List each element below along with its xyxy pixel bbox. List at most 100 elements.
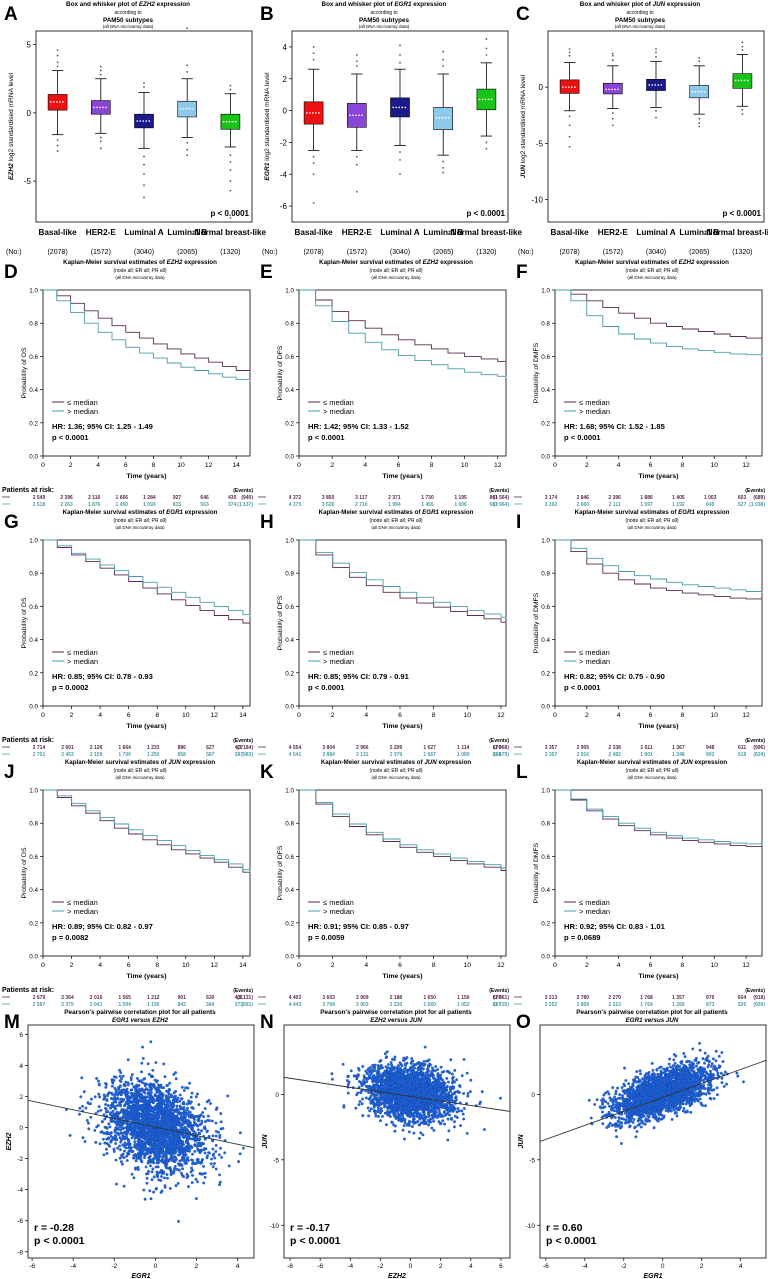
risk-count-high: 526 (738, 1002, 747, 1008)
scatter-point (136, 1147, 140, 1151)
y-tick-label: -6 (280, 202, 288, 211)
p-value: p < 0.0001 (564, 683, 601, 692)
scatter-point (173, 1127, 177, 1131)
x-tick-label: 12 (211, 962, 219, 969)
scatter-point (130, 1172, 134, 1176)
scatter-point (201, 1172, 205, 1176)
y-tick-label: 1.0 (541, 288, 550, 295)
chart-subtitle: (all DNA microarray data) (103, 24, 154, 29)
scatter-point (108, 1125, 112, 1129)
y-tick-label: 0.2 (541, 670, 550, 677)
scatter-point (118, 1148, 122, 1152)
y-tick-label: 4 (19, 1063, 23, 1070)
scatter-point (201, 1158, 204, 1161)
panel-letter: A (4, 4, 18, 25)
risk-count-low: 1 730 (421, 495, 434, 501)
scatter-point (163, 1075, 167, 1079)
scatter-point (134, 1088, 137, 1092)
chart-subtitle: (all DNA microarray data) (627, 775, 677, 780)
risk-count-high: 607 (493, 1002, 502, 1008)
scatter-point (378, 1060, 382, 1064)
scatter-point (447, 1129, 451, 1133)
risk-count-low: 4 403 (289, 995, 302, 1001)
p-value: p < 0.0001 (467, 209, 506, 218)
km-curve-high-median (299, 289, 507, 378)
scatter-point (157, 1136, 161, 1140)
scatter-point (203, 1171, 207, 1175)
box-outlier (611, 54, 614, 57)
scatter-point (174, 1140, 178, 1144)
chart-subtitle: (node all; ER all; PR all) (113, 268, 166, 274)
y-tick-label: 0.2 (29, 920, 38, 927)
plot-frame (554, 539, 763, 707)
scatter-point (168, 1186, 172, 1190)
scatter-point (119, 1119, 123, 1123)
scatter-point (218, 1173, 222, 1177)
x-tick-label: 10 (177, 462, 185, 469)
scatter-point (175, 1100, 179, 1104)
scatter-point (214, 1150, 218, 1153)
x-tick-label: 14 (239, 962, 247, 969)
scatter-point (175, 1133, 179, 1137)
y-tick-label: -10 (531, 196, 543, 205)
risk-count-high: 1 597 (640, 502, 653, 508)
chart-title-suffix: expression (439, 509, 474, 516)
chart-title-suffix: expression (438, 259, 473, 266)
y-tick-label: 0.0 (29, 704, 38, 711)
scatter-point (104, 1110, 108, 1114)
chart-title-gene: EZH2 (167, 259, 183, 266)
scatter-point (148, 1189, 152, 1193)
scatter-point (148, 1142, 152, 1146)
scatter-point (97, 1082, 101, 1086)
scatter-point (162, 1110, 166, 1113)
risk-count-low: 2 188 (390, 995, 403, 1001)
x-category-label: Luminal B (423, 228, 463, 237)
hazard-ratio: HR: 1.42; 95% CI: 1.33 - 1.52 (308, 422, 409, 431)
legend-label-high: > median (67, 907, 98, 916)
risk-count-high: 602 (490, 502, 499, 508)
scatter-point (110, 1080, 114, 1084)
risk-count-high: 373 (235, 1002, 244, 1008)
chart-title-prefix: Kaplan-Meier survival estimates of (575, 259, 679, 266)
y-tick-label: 0.6 (29, 604, 38, 611)
scatter-point (171, 1095, 174, 1099)
x-axis-label: Time (years) (383, 473, 423, 480)
risk-count-high: 1 560 (423, 1002, 436, 1008)
risk-count-high: 3 131 (356, 752, 369, 758)
x-tick-label: 6 (127, 962, 131, 969)
box-outlier (186, 141, 189, 144)
events-count-high: (824) (753, 752, 765, 758)
box-outlier (229, 189, 232, 192)
panel-b-box-plot: B Box and whisker plot of EGR1 expression… (256, 0, 523, 258)
scatter-point (147, 1088, 150, 1092)
chart-title-prefix: Kaplan-Meier survival estimates of (319, 259, 423, 266)
risk-count-high: 2 041 (90, 1002, 103, 1008)
scatter-point (115, 1182, 118, 1186)
scatter-point (123, 1112, 127, 1116)
chart-title: Kaplan-Meier survival estimates of EGR1 … (575, 509, 730, 516)
sample-count: (2078) (303, 249, 323, 256)
box-outlier (143, 86, 145, 88)
scatter-point (182, 1118, 186, 1122)
panel-letter: G (4, 512, 19, 533)
scatter-point (209, 1162, 213, 1166)
scatter-point (132, 1094, 135, 1098)
scatter-point (118, 1136, 122, 1140)
scatter-point (137, 1130, 141, 1133)
p-value: p = 0.0689 (564, 933, 601, 942)
box-outlier (229, 169, 232, 172)
box-outlier (442, 166, 445, 169)
scatter-point (114, 1075, 118, 1079)
scatter-point (156, 1128, 160, 1132)
scatter-point (214, 1129, 218, 1133)
scatter-point (176, 1181, 180, 1185)
plot-frame (283, 1024, 511, 1259)
scatter-point (160, 1146, 164, 1150)
scatter-point (160, 1189, 164, 1193)
events-label: (Events) (233, 488, 253, 494)
risk-count-high: 2 220 (390, 1002, 403, 1008)
scatter-point (119, 1071, 123, 1075)
scatter-point (160, 1175, 163, 1178)
y-axis-label: Probability of DFS (277, 595, 284, 650)
box-rect (90, 100, 111, 115)
